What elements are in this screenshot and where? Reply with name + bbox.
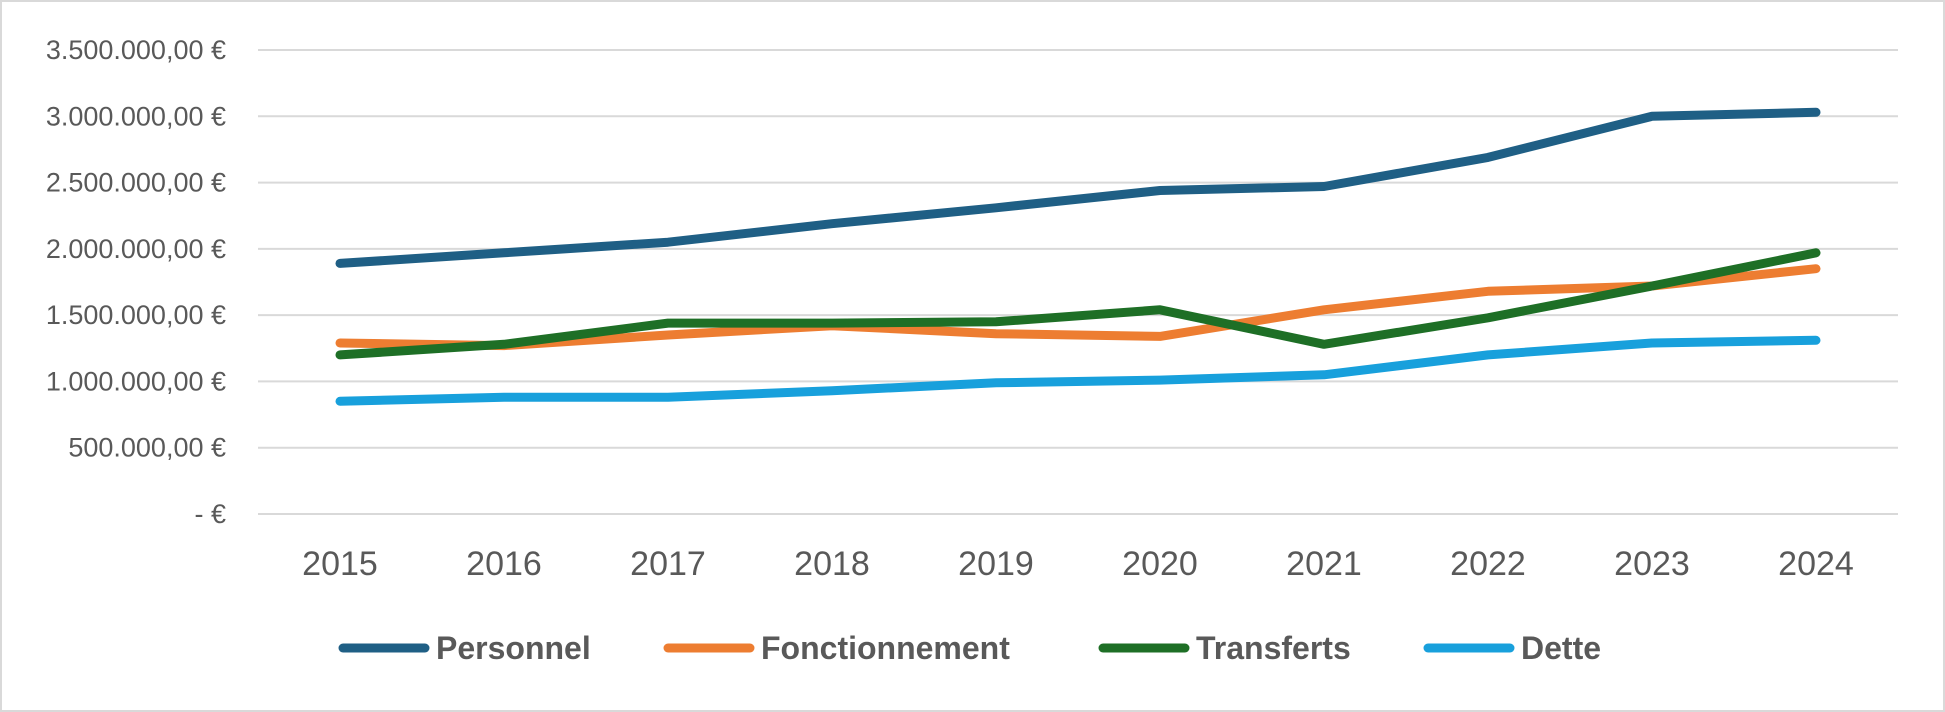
y-tick-label: 2.500.000,00 € xyxy=(46,168,226,198)
x-tick-label: 2020 xyxy=(1122,545,1198,583)
legend-label: Personnel xyxy=(436,630,591,666)
series-line-dette xyxy=(335,335,1821,406)
legend: Personnel Fonctionnement Transferts Dette xyxy=(338,630,1601,666)
data-point-fonctionnement xyxy=(1323,309,1325,311)
data-point-fonctionnement xyxy=(667,334,669,336)
data-point-transferts xyxy=(667,322,669,324)
data-point-dette xyxy=(1323,374,1325,376)
x-tick-label: 2021 xyxy=(1286,545,1362,583)
data-point-dette xyxy=(1815,339,1817,341)
y-axis-tick-labels: - € 500.000,00 € 1.000.000,00 € 1.500.000,0… xyxy=(46,35,226,529)
legend-label: Transferts xyxy=(1196,630,1351,666)
x-tick-label: 2017 xyxy=(630,545,706,583)
data-point-transferts xyxy=(1815,252,1817,254)
x-tick-label: 2015 xyxy=(302,545,378,583)
x-axis-tick-labels: 2015 2016 2017 2018 2019 2020 2021 2022 2023 2024 xyxy=(302,545,1854,583)
x-tick-label: 2019 xyxy=(958,545,1034,583)
x-tick-label: 2023 xyxy=(1614,545,1690,583)
series-line-fonctionnement xyxy=(335,264,1821,351)
data-point-transferts xyxy=(503,343,505,345)
data-point-transferts xyxy=(1487,317,1489,319)
data-point-personnel xyxy=(1323,186,1325,188)
y-tick-label: 2.000.000,00 € xyxy=(46,234,226,264)
data-point-dette xyxy=(831,390,833,392)
data-point-fonctionnement xyxy=(339,342,341,344)
data-point-transferts xyxy=(995,321,997,323)
data-point-transferts xyxy=(831,322,833,324)
data-point-transferts xyxy=(1651,285,1653,287)
data-point-dette xyxy=(1651,342,1653,344)
data-point-fonctionnement xyxy=(1815,268,1817,270)
data-point-transferts xyxy=(1323,343,1325,345)
series-line-transferts xyxy=(335,248,1821,360)
data-point-dette xyxy=(1487,354,1489,356)
y-tick-label: 3.000.000,00 € xyxy=(46,101,226,131)
data-point-personnel xyxy=(1815,111,1817,113)
y-tick-label: 500.000,00 € xyxy=(68,433,226,463)
data-point-dette xyxy=(995,382,997,384)
data-point-personnel xyxy=(667,241,669,243)
series-line-personnel xyxy=(335,107,1821,268)
data-point-personnel xyxy=(995,207,997,209)
data-point-personnel xyxy=(1487,156,1489,158)
data-point-fonctionnement xyxy=(1487,290,1489,292)
data-point-dette xyxy=(339,400,341,402)
series-lines xyxy=(335,107,1821,406)
legend-label: Fonctionnement xyxy=(761,630,1010,666)
data-point-personnel xyxy=(1651,115,1653,117)
y-tick-label: 3.500.000,00 € xyxy=(46,35,226,65)
data-point-transferts xyxy=(1159,309,1161,311)
y-tick-label: 1.000.000,00 € xyxy=(46,366,226,396)
data-point-fonctionnement xyxy=(995,333,997,335)
x-tick-label: 2018 xyxy=(794,545,870,583)
data-point-dette xyxy=(1159,379,1161,381)
legend-label: Dette xyxy=(1521,630,1601,666)
x-tick-label: 2016 xyxy=(466,545,542,583)
x-tick-label: 2024 xyxy=(1778,545,1854,583)
data-point-dette xyxy=(503,396,505,398)
data-point-dette xyxy=(667,396,669,398)
data-point-personnel xyxy=(503,252,505,254)
data-point-transferts xyxy=(339,354,341,356)
x-tick-label: 2022 xyxy=(1450,545,1526,583)
data-point-fonctionnement xyxy=(1159,335,1161,337)
data-point-personnel xyxy=(831,223,833,225)
data-point-personnel xyxy=(339,262,341,264)
y-tick-label: 1.500.000,00 € xyxy=(46,300,226,330)
y-tick-label: - € xyxy=(194,499,226,529)
data-point-personnel xyxy=(1159,190,1161,192)
